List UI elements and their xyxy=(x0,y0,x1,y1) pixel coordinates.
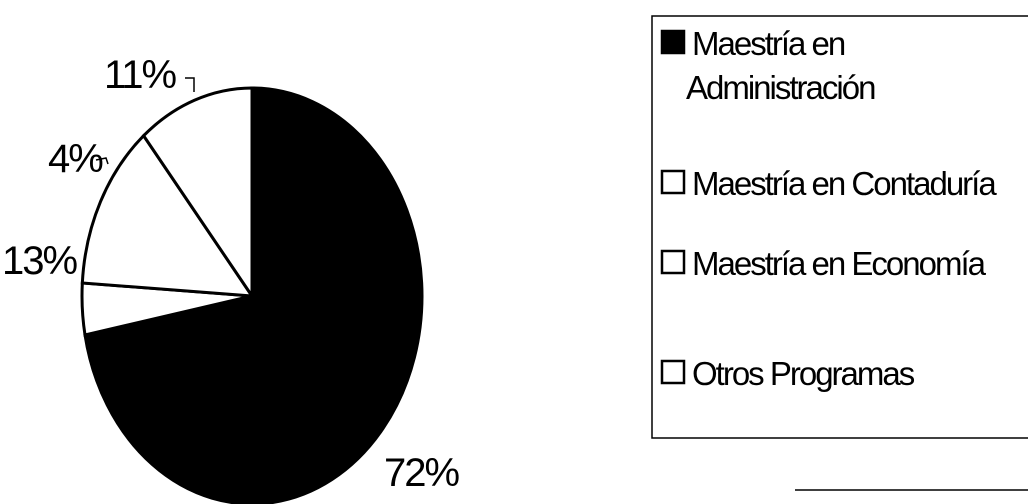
legend-label: Maestría en xyxy=(692,25,845,62)
legend-swatch xyxy=(660,359,686,385)
legend-label: Maestría en Economía xyxy=(692,245,987,282)
legend-swatch xyxy=(660,29,686,55)
legend: Maestría en Administración Maestría en Con… xyxy=(651,15,1028,439)
legend-frame xyxy=(651,15,1028,439)
pie-label-maestria-en-contaduria: 4% xyxy=(48,137,103,181)
pie-label-maestria-en-administracion: 72% xyxy=(384,451,459,495)
legend-entry-maestria-en-contaduria: Maestría en Contaduría xyxy=(660,165,999,202)
pie-label-maestria-en-economia: 13% xyxy=(2,239,77,283)
pie-label-otros-programas: 11% xyxy=(104,53,177,97)
leader-line-otros-programas xyxy=(185,77,195,92)
leader-line-maestria-en-contaduria xyxy=(95,157,109,165)
legend-entry-maestria-en-economia: Maestría en Economía xyxy=(660,245,989,282)
legend-label: Maestría en Contaduría xyxy=(692,165,997,202)
legend-swatch xyxy=(660,249,686,275)
pie-slice-otros-programas xyxy=(141,86,254,301)
legend-entry-otros-programas: Otros Programas xyxy=(660,355,917,392)
pie-labels: 72% 4% 13% 11% xyxy=(2,53,461,495)
legend-swatch xyxy=(660,169,686,195)
pie-slices xyxy=(80,86,424,504)
legend-label: Otros Programas xyxy=(692,355,915,392)
legend-entry-maestria-en-administracion: Maestría en Administración xyxy=(660,25,877,106)
legend-label: Administración xyxy=(686,69,875,106)
pie-slice-maestria-en-economia xyxy=(80,133,255,298)
